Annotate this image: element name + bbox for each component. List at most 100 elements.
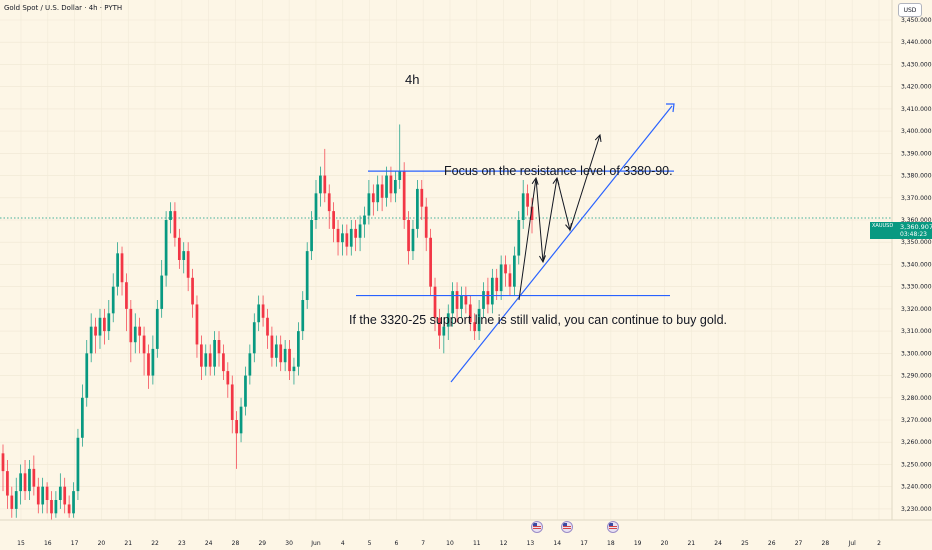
candle (495, 268, 499, 300)
price-tick-label: 3,310.000 (901, 328, 932, 335)
candle-body (424, 206, 428, 238)
candle-body (41, 486, 45, 505)
candle (314, 180, 318, 229)
time-tick-label: 29 (258, 540, 266, 547)
candle-body (1, 453, 5, 472)
candle-body (19, 473, 22, 492)
candle (398, 124, 402, 189)
candle-body (504, 264, 507, 274)
time-tick-label: 18 (607, 540, 615, 547)
candle-body (98, 317, 102, 336)
price-tick-label: 3,290.000 (901, 373, 932, 380)
candle (341, 224, 344, 256)
candle (10, 486, 14, 518)
timeframe-note[interactable]: 4h (405, 72, 420, 87)
us-flag-event-icon[interactable] (531, 521, 543, 533)
candle-body (477, 308, 481, 332)
candle-body (226, 371, 230, 385)
candle (169, 202, 172, 234)
candle (182, 242, 186, 274)
candle-body (389, 175, 393, 194)
time-tick-label: 21 (124, 540, 132, 547)
candle-body (367, 193, 371, 216)
candle-body (393, 180, 397, 194)
candle-body (398, 171, 402, 180)
time-tick-label: 26 (768, 540, 776, 547)
candle-body (266, 317, 269, 336)
candle-body (517, 220, 521, 256)
candle-body (23, 473, 27, 492)
candle-body (133, 326, 137, 343)
candle (244, 366, 247, 416)
candles (1, 124, 534, 520)
candle-body (499, 264, 503, 292)
time-tick-label: 22 (151, 540, 159, 547)
candle-body (151, 348, 155, 376)
time-tick-label: 6 (394, 540, 398, 547)
candle-body (261, 304, 265, 318)
candle (19, 464, 22, 505)
candle-body (305, 251, 309, 300)
support-note[interactable]: If the 3320-25 support line is still val… (349, 313, 728, 327)
candle (407, 211, 410, 265)
price-tick-label: 3,420.000 (901, 84, 932, 91)
candle (41, 477, 45, 514)
candle (283, 340, 287, 372)
current-price-tag: XAUUSD 3,360.907 03:48:23 (870, 222, 932, 239)
time-tick-label: 16 (44, 540, 52, 547)
price-tick-label: 3,300.000 (901, 350, 932, 357)
time-tick-label: 14 (553, 540, 561, 547)
candle-body (473, 322, 477, 332)
candle-body (58, 486, 62, 500)
candle-body (292, 366, 296, 372)
candle-body (160, 275, 164, 309)
candle-body (67, 504, 71, 514)
candle (129, 300, 133, 363)
candle (222, 344, 225, 380)
time-axis[interactable]: 15 16 17 20 21 22 23 24 28 29 30 Jun 4 5 6 7 10 11 12 13 14 1… (0, 519, 932, 547)
candle (438, 308, 441, 349)
candle (296, 322, 300, 376)
price-tick-label: 3,260.000 (901, 439, 932, 446)
candle-body (438, 317, 441, 336)
candle (446, 304, 450, 340)
time-tick-label: Jun (310, 540, 321, 547)
us-flag-event-icon[interactable] (561, 521, 573, 533)
candle-body (129, 308, 133, 343)
candle (248, 344, 252, 385)
candle (411, 220, 415, 260)
price-axis[interactable]: 3,230.000 3,240.000 3,250.000 3,260.000 3,27… (891, 0, 932, 550)
candle (354, 220, 358, 252)
candle-body (85, 353, 89, 398)
candle-body (385, 175, 388, 198)
currency-button[interactable]: USD (898, 3, 922, 17)
candle (327, 184, 331, 229)
candle (160, 260, 164, 318)
candle-body (371, 193, 375, 203)
candle (389, 166, 393, 203)
price-tick-label: 3,370.000 (901, 195, 932, 202)
time-tick-label: 17 (71, 540, 79, 547)
symbol-title: Gold Spot / U.S. Dollar · 4h · PYTH (4, 4, 123, 12)
candle (363, 206, 366, 238)
candle (526, 184, 529, 216)
candle-body (451, 291, 455, 314)
candle-body (116, 253, 119, 287)
candle-body (460, 295, 463, 309)
resistance-note[interactable]: Focus on the resistance level of 3380-90… (444, 164, 673, 178)
candle-body (270, 335, 274, 358)
us-flag-event-icon[interactable] (607, 521, 619, 533)
candle-body (314, 193, 318, 220)
candle-body (54, 500, 58, 514)
candle (393, 171, 397, 203)
candle (504, 255, 507, 287)
candle-body (288, 348, 291, 372)
candle (429, 228, 432, 296)
time-tick-label: 11 (473, 540, 481, 547)
candle (451, 282, 455, 327)
time-tick-label: 17 (580, 540, 588, 547)
time-tick-label: 25 (741, 540, 749, 547)
price-tick-label: 3,350.000 (901, 239, 932, 246)
